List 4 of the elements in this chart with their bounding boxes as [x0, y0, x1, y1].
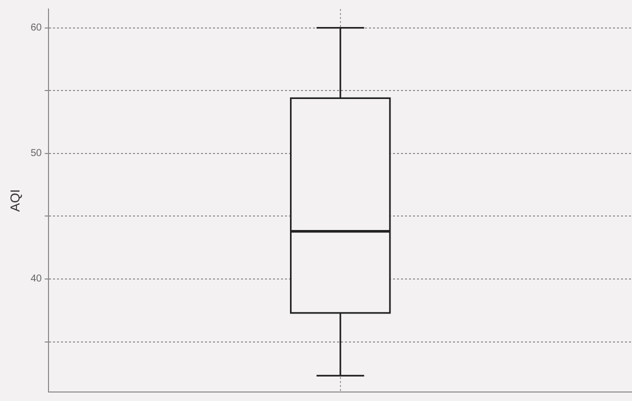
y-axis-title: AQI — [7, 189, 22, 212]
y-tick-label: 40 — [30, 274, 42, 285]
y-tick-label: 50 — [30, 148, 42, 160]
y-tick-label: 60 — [30, 22, 42, 34]
